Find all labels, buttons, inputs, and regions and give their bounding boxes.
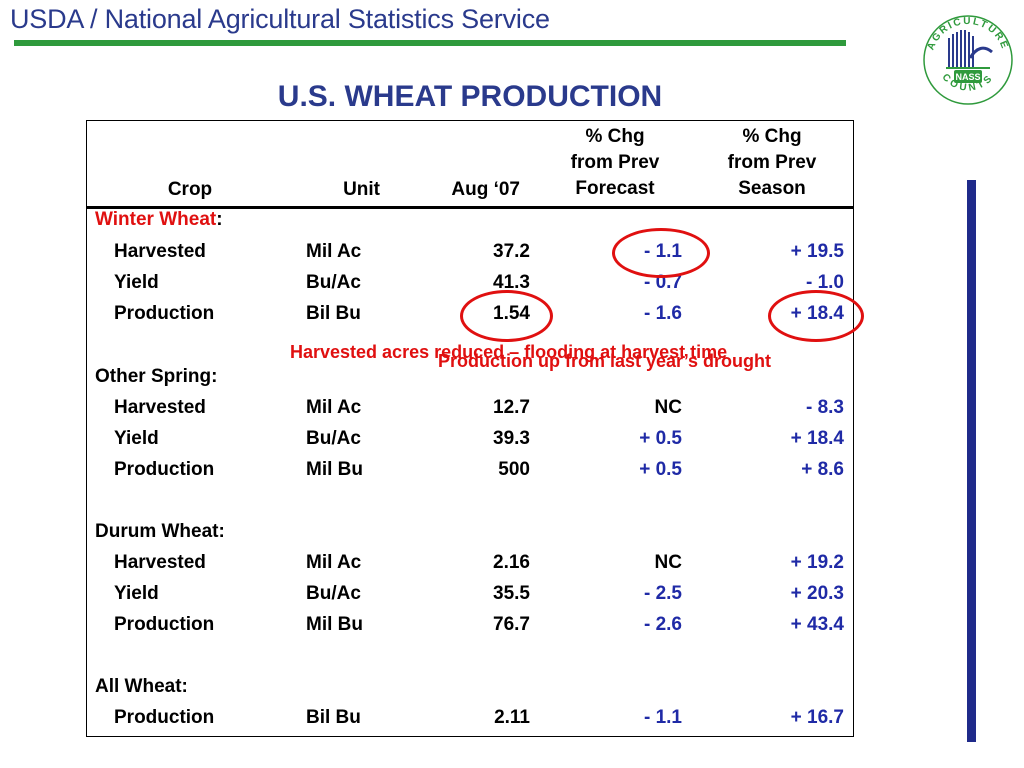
- section-title-durum: Durum Wheat:: [95, 521, 225, 542]
- col-header-unit: Unit: [343, 179, 380, 200]
- section-title-spring: Other Spring:: [95, 366, 218, 387]
- table-header-rule: [86, 206, 854, 209]
- highlight-circle-production-season: [768, 290, 864, 342]
- col-header-crop: Crop: [167, 179, 213, 200]
- col-header-chg-forecast: % Chg from Prev Forecast: [570, 126, 660, 199]
- wheat-table: [86, 120, 854, 737]
- annotation-harvested: Harvested acres reduced – flooding at ha…: [290, 342, 728, 362]
- section-title-all: All Wheat:: [95, 676, 188, 697]
- highlight-circle-harvested-forecast: [612, 228, 710, 278]
- highlight-circle-production-aug: [460, 290, 553, 342]
- agency-header: USDA / National Agricultural Statistics …: [10, 4, 550, 34]
- header-divider: [14, 40, 846, 46]
- svg-text:AGRICULTURE: AGRICULTURE: [926, 16, 1011, 52]
- col-header-aug07: Aug ‘07: [451, 179, 520, 200]
- agriculture-counts-logo: AGRICULTURE COUNTS NASS: [923, 15, 1013, 105]
- decorative-vertical-bar: [967, 180, 976, 742]
- slide-title: U.S. WHEAT PRODUCTION: [277, 80, 663, 113]
- svg-text:NASS: NASS: [955, 72, 980, 82]
- annotation-production: Production up from last year’s drought: [438, 351, 772, 371]
- col-header-chg-season: % Chg from Prev Season: [727, 126, 817, 199]
- section-title-winter: Winter Wheat:: [95, 209, 223, 230]
